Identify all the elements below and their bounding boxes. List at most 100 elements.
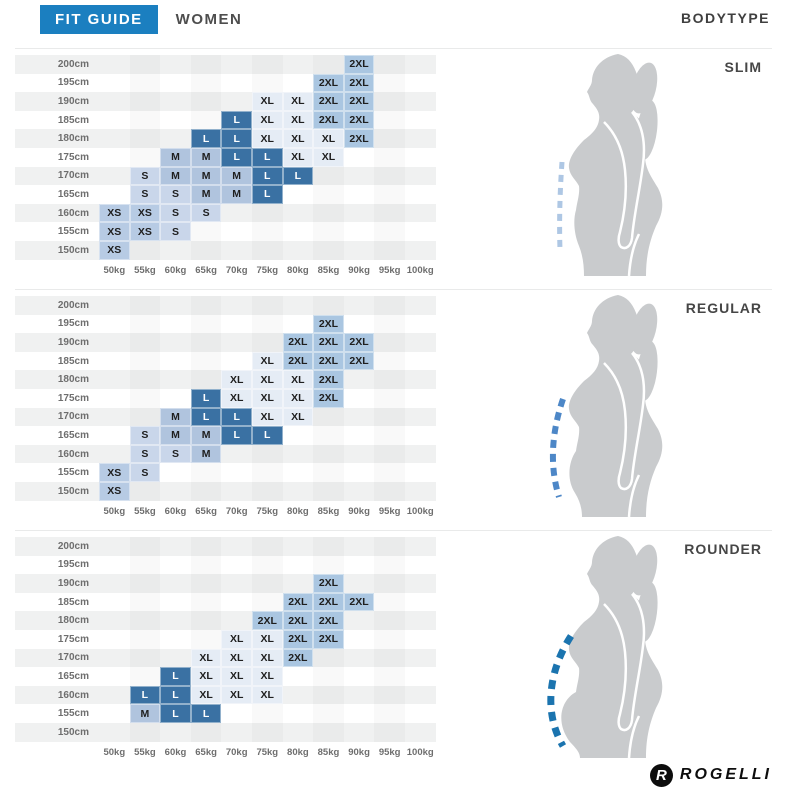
size-cell: XL [221,388,252,408]
weight-label: 65kg [195,505,217,517]
grid-cell [221,593,252,612]
bodytype-figure: SLIM [436,49,772,276]
grid-cell [344,204,375,223]
height-label: 180cm [57,133,89,145]
grid-cell [191,74,222,93]
grid-cell [160,370,191,389]
grid-cell [405,92,436,111]
size-cell: XL [190,685,222,705]
size-cell: XL [313,129,344,148]
size-cell: L [251,147,283,167]
belly-dash-line [547,634,574,748]
size-cell: S [160,203,191,223]
size-cell: 2XL [343,110,375,130]
grid-cell [344,315,375,334]
grid-cell [374,611,405,630]
grid-row: 160cm XS XS S S [15,203,436,223]
grid-cell [374,315,405,334]
size-cell: L [221,426,252,445]
size-cell: 2XL [313,73,344,93]
grid-cell [252,593,283,612]
size-cell: L [129,685,161,705]
grid-row: 185cm XL 2XL 2XL 2XL [15,351,436,371]
height-label: 170cm [57,652,89,664]
grid-cell [252,463,283,482]
rogelli-logo-icon: R [649,763,673,787]
height-label: 150cm [57,244,89,256]
grid-cell [160,537,191,556]
grid-row: 160cm L L XL XL XL [15,685,436,705]
grid-cell [99,630,130,649]
grid-row: 165cm S S M M L [15,185,436,204]
weight-label: 70kg [225,746,248,758]
grid-cell [344,241,375,260]
grid-cell [99,315,130,334]
grid-cell [344,649,375,668]
weight-label: 60kg [164,505,187,517]
height-label: 160cm [57,689,89,701]
grid-cell [405,667,436,686]
grid-cell [374,482,405,501]
grid-cell [405,241,436,260]
grid-cell [405,148,436,167]
grid-cell [99,129,130,148]
size-cell: XL [251,629,283,649]
weight-label: 95kg [378,264,401,276]
size-cell: XL [282,407,314,427]
grid-cell [99,408,130,427]
size-cell: 2XL [313,351,344,371]
grid-cell [405,630,436,649]
arm-outline [603,111,646,250]
grid-row: 175cm M M L L XL XL [15,147,436,167]
size-cell: L [221,110,252,130]
size-cell: 2XL [343,592,375,612]
grid-cell [344,389,375,408]
grid-cell [130,111,161,130]
women-tab[interactable]: WOMEN [175,10,243,28]
grid-cell [191,352,222,371]
grid-cell [160,389,191,408]
grid-cell [283,445,314,464]
size-cell: 2XL [313,110,344,130]
fit-guide-tab[interactable]: FIT GUIDE [40,4,158,34]
grid-cell [130,55,161,74]
weight-label: 65kg [195,264,217,276]
grid-cell [99,333,130,352]
size-cell: M [160,426,191,445]
bodytype-figure: ROUNDER [436,531,772,758]
grid-cell [374,667,405,686]
weight-label: 75kg [256,505,279,517]
grid-cell [405,426,436,445]
grid-cell [252,537,283,556]
grid-cell [374,111,405,130]
grid-cell [221,611,252,630]
grid-cell [405,129,436,148]
grid-cell [160,333,191,352]
grid-cell [405,593,436,612]
weight-label: 60kg [164,264,187,276]
grid-cell [191,630,222,649]
size-cell: 2XL [343,73,375,93]
grid-row: 170cm XL XL XL 2XL [15,648,436,668]
grid-cell [313,185,344,204]
size-cell: L [251,426,283,445]
height-label: 160cm [57,448,89,460]
grid-cell [405,315,436,334]
grid-cell [221,315,252,334]
weight-label: 80kg [287,505,309,517]
grid-cell [252,55,283,74]
height-label: 200cm [57,58,89,70]
grid-cell [405,333,436,352]
size-cell: XS [99,463,130,482]
height-label: 200cm [57,299,89,311]
grid-cell [99,111,130,130]
grid-cell [374,574,405,593]
weight-label: 75kg [256,746,279,758]
grid-cell [313,723,344,742]
grid-cell [313,408,344,427]
grid-cell [221,241,252,260]
grid-cell [405,482,436,501]
grid-cell [374,167,405,186]
grid-cell [283,55,314,74]
